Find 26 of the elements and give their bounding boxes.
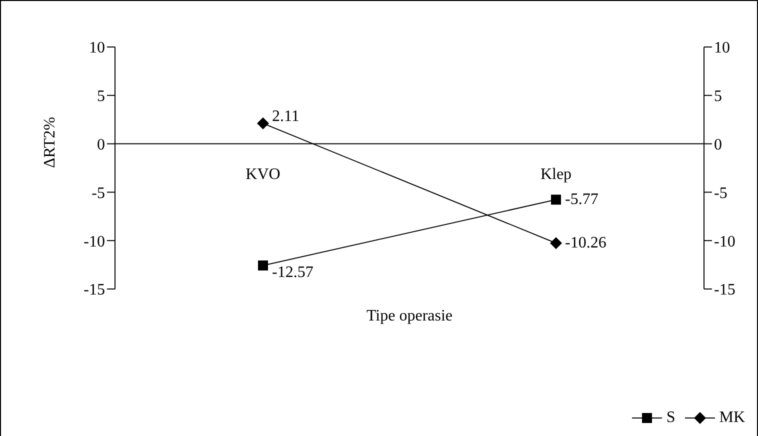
y-tick-label: 10 [89,40,105,57]
data-label: -10.26 [565,234,606,252]
legend-label: S [666,409,676,427]
data-label: -12.57 [272,264,314,281]
y2-tick-label: -5 [714,184,728,202]
y-tick-label: -10 [84,233,105,250]
y2-tick-label: 0 [714,136,722,154]
y2-tick-label: 10 [714,40,730,57]
point [550,237,562,250]
x-axis-title: Tipe operasie [366,307,453,324]
x-tick-label: Klep [540,166,572,183]
y-axis-title: ΔRT2% [42,116,59,168]
y2-tick-label: -10 [714,233,736,250]
y2-tick-label: -15 [714,282,736,299]
data-label: -5.77 [565,191,598,208]
y-tick-label: -15 [84,282,105,299]
x-tick-label: KVO [246,166,280,183]
y2-tick-label: 5 [714,88,722,106]
legend-label: MK [719,409,745,427]
y-tick-label: 5 [97,88,105,106]
y-tick-label: 0 [97,136,105,154]
data-label: 2.11 [272,108,300,125]
y-tick-label: -5 [92,184,105,202]
point [551,194,561,205]
point [258,260,268,270]
point [257,117,269,130]
